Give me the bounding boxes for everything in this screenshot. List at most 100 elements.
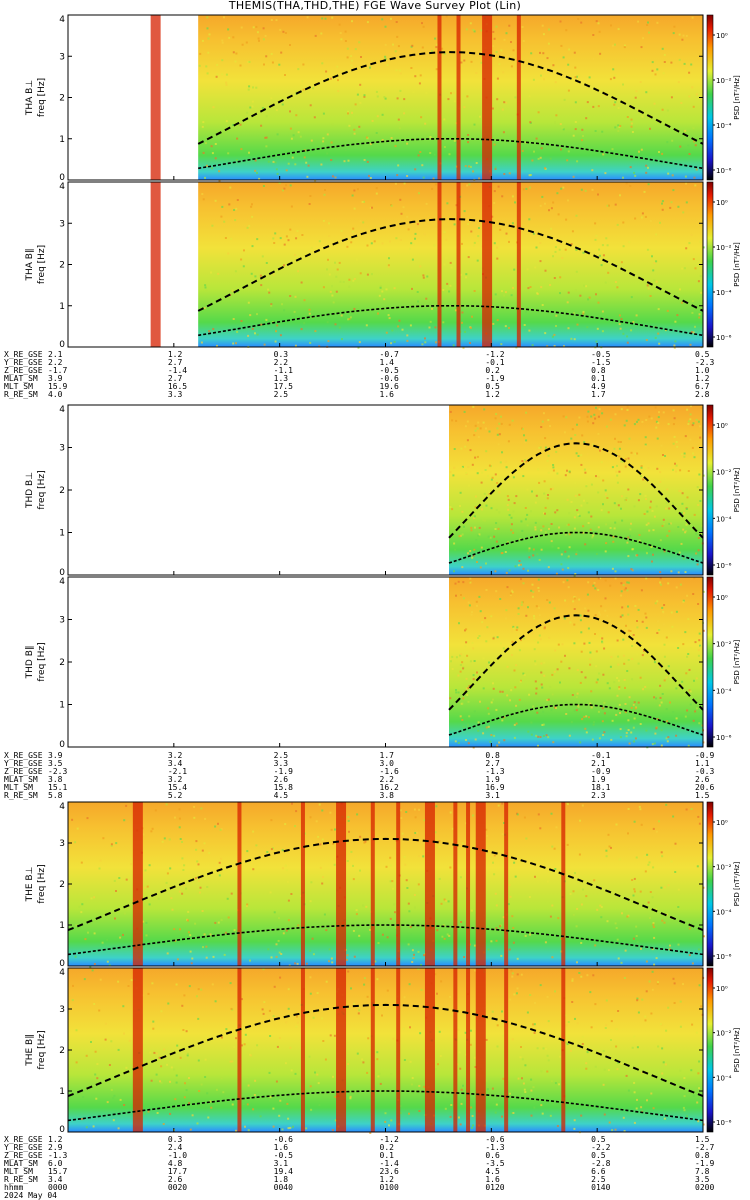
ephemeris-row: Y_RE_GSE 2.2 2.7 2.2 1.4 -0.1 -1.5 -2.3 [4,359,746,367]
the-ephemeris-table: X_RE_GSE 1.2 0.3 -0.6 -1.2 -0.6 0.5 1.5 Y_RE_GSE… [4,1136,746,1200]
panel-ylabel: THD B∥ [25,646,35,680]
colorbar-tick-label: 10⁻⁶ [716,334,732,342]
ephemeris-value: 0.3 [273,350,289,359]
activity-band [150,182,161,347]
ephemeris-value: -0.6 [273,1135,293,1144]
ephemeris-value: 1.5 [695,791,710,800]
ephemeris-value: 0200 [695,1183,715,1192]
ephemeris-value: 4.5 [485,1167,500,1176]
ephemeris-value: 0120 [485,1183,505,1192]
activity-band [453,802,458,966]
colorbar-tick-label: 10⁰ [716,199,728,207]
activity-band [504,968,509,1132]
ephemeris-label: MLAT_SM [4,374,38,383]
activity-band [370,802,375,966]
ephemeris-value: -1.2 [379,1135,399,1144]
ephemeris-value: 2.3 [591,791,606,800]
panel-unit-label: freq [Hz] [37,245,47,284]
ephemeris-value: 1.5 [695,1135,710,1144]
ephemeris-value: -1.4 [379,1159,399,1168]
ephemeris-value: 16.5 [167,382,188,391]
ephemeris-value: -2.8 [591,1159,611,1168]
ephemeris-value: 4.5 [273,791,289,800]
ephemeris-value: -2.1 [167,767,188,776]
colorbar-tick-label: 10⁻⁴ [716,289,732,297]
ephemeris-value: -0.5 [379,366,399,375]
ephemeris-value: 0020 [167,1183,188,1192]
activity-band [561,968,566,1132]
activity-band [466,968,471,1132]
ephemeris-value: 0.5 [695,350,710,359]
ephemeris-value: 3.9 [48,374,63,383]
activity-band [370,968,375,1132]
ephemeris-value: 1.7 [379,751,394,760]
ephemeris-value: 1.8 [273,1175,289,1184]
ephemeris-row: Z_RE_GSE -1.7 -1.4 -1.1 -0.5 0.2 0.8 1.0 [4,367,746,375]
colorbar [706,576,714,748]
y-tick-label: 0 [59,1125,65,1135]
y-tick-label: 2 [59,261,65,271]
colorbar-tick-label: 10⁻⁶ [716,1119,732,1127]
ephemeris-value: 2.1 [591,759,606,768]
ephemeris-value: 0.3 [167,1135,183,1144]
ephemeris-value: 1.9 [485,775,500,784]
activity-band [396,968,401,1132]
spectrogram-panel-1: 0 1 2 3 4 THA B∥ freq [Hz] 10⁰ 10⁻² 10⁻⁴ 10⁻⁶ PSD [… [25,181,741,350]
ephemeris-value: 2.5 [273,390,289,399]
spectrogram-image [198,15,704,180]
ephemeris-value: -1.2 [485,350,505,359]
ephemeris-value: 1.6 [485,1175,500,1184]
ephemeris-value: 20.6 [695,783,715,792]
ephemeris-label: X_RE_GSE [4,751,43,760]
colorbar-label: PSD [nT²/Hz] [733,639,741,684]
y-tick-label: 0 [59,340,65,350]
y-tick-label: 2 [59,94,65,104]
ephemeris-row: MLT_SM 15.7 17.7 19.4 23.6 4.5 6.6 7.8 [4,1168,746,1176]
ephemeris-value: 0.2 [379,1143,394,1152]
ephemeris-value: 3.1 [273,1159,289,1168]
activity-band [482,15,493,180]
y-tick-label: 4 [59,968,65,978]
ephemeris-value: -1.3 [485,767,505,776]
activity-band [237,968,242,1132]
y-tick-label: 0 [59,568,65,578]
activity-band [150,15,161,180]
ephemeris-value: 3.0 [379,759,394,768]
panel-ylabel: THA B∥ [25,249,35,282]
colorbar-tick-label: 10⁰ [716,819,728,827]
ephemeris-value: -1.0 [167,1151,188,1160]
colorbar-label: PSD [nT²/Hz] [733,467,741,512]
ephemeris-value: 0000 [48,1183,68,1192]
colorbar-tick-label: 10⁰ [716,32,728,40]
ephemeris-value: 2.7 [485,759,500,768]
ephemeris-value: 6.7 [695,382,710,391]
ephemeris-row: Y_RE_GSE 2.9 2.4 1.6 0.2 -1.3 -2.2 -2.7 [4,1144,746,1152]
proton-gyrofreq-curve [448,442,704,539]
ephemeris-value: 0140 [591,1183,611,1192]
colorbar-label: PSD [nT²/Hz] [733,861,741,906]
ephemeris-value: 1.2 [48,1135,63,1144]
ephemeris-value: 3.8 [379,791,394,800]
activity-band [437,182,442,347]
ephemeris-label: R_RE_SM [4,390,38,399]
ephemeris-value: -0.6 [485,1135,505,1144]
y-tick-label: 1 [59,701,65,711]
ephemeris-value: 3.3 [273,759,289,768]
panel-unit-label: freq [Hz] [37,642,47,681]
ephemeris-row: Y_RE_GSE 3.5 3.4 3.3 3.0 2.7 2.1 1.1 [4,760,746,768]
ephemeris-value: 1.3 [273,374,289,383]
ephemeris-label: MLT_SM [4,382,33,391]
y-tick-label: 0 [59,959,65,969]
ephemeris-value: -1.4 [167,366,188,375]
ephemeris-value: 1.9 [591,775,606,784]
ephemeris-value: 1.7 [591,390,606,399]
he-gyrofreq-curve [448,703,704,736]
colorbar [706,14,714,181]
ephemeris-value: 3.8 [48,775,63,784]
ephemeris-value: 2.7 [167,358,183,367]
y-tick-label: 1 [59,1087,65,1097]
ephemeris-value: 2.6 [167,1175,183,1184]
activity-band [453,968,458,1132]
ephemeris-value: 2.2 [379,775,394,784]
ephemeris-value: 19.6 [379,382,399,391]
